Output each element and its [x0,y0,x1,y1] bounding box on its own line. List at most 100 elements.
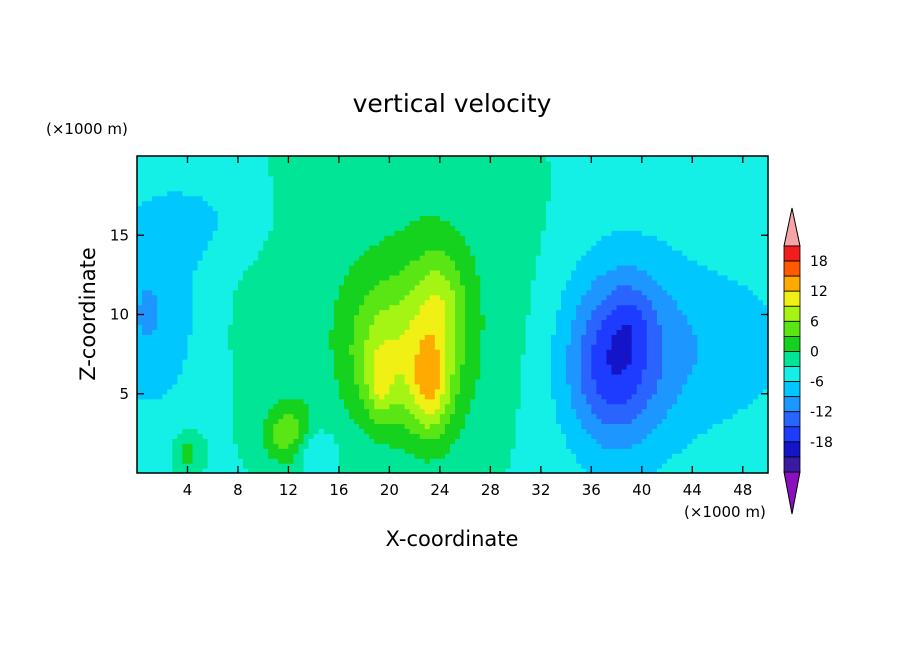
heatmap-cell [227,255,234,261]
heatmap-cell [222,250,229,256]
heatmap-cell [439,398,446,405]
heatmap-cell [268,220,274,226]
heatmap-cell [389,448,396,454]
heatmap-cell [500,245,507,251]
heatmap-cell [439,156,446,162]
heatmap-cell [338,260,345,266]
heatmap-cell [212,264,219,271]
heatmap-cell [399,210,406,217]
heatmap-cell [258,388,264,395]
heatmap-cell [152,383,158,390]
heatmap-cell [510,453,517,459]
heatmap-cell [157,165,163,172]
heatmap-cell [237,368,244,375]
heatmap-cell [142,368,148,375]
heatmap-cell [495,463,502,469]
heatmap-cell [162,274,168,281]
heatmap-cell [480,443,486,449]
heatmap-cell [364,319,370,326]
heatmap-cell [303,289,310,296]
heatmap-cell [364,408,370,415]
heatmap-cell [207,284,214,291]
heatmap-cell [298,438,305,444]
heatmap-cell [137,255,143,261]
heatmap-cell [500,255,507,261]
heatmap-cell [313,344,320,350]
heatmap-cell [343,339,350,345]
heatmap-cell [147,349,153,355]
heatmap-cell [207,156,214,162]
heatmap-cell [192,403,199,410]
heatmap-cell [394,230,401,236]
heatmap-cell [505,448,512,454]
heatmap-cell [490,190,497,197]
heatmap-cell [419,170,426,177]
heatmap-cell [283,388,290,395]
heatmap-cell [500,413,507,420]
heatmap-cell [253,438,259,444]
heatmap-cell [187,418,194,425]
heatmap-cell [217,299,224,306]
heatmap-cell [475,220,481,226]
heatmap-cell [278,408,284,415]
heatmap-cell [303,334,310,340]
heatmap-cell [167,463,173,469]
heatmap-cell [328,388,335,395]
heatmap-cell [394,383,401,390]
heatmap-cell [177,260,184,266]
heatmap-cell [187,319,194,326]
heatmap-cell [323,324,330,330]
heatmap-cell [429,264,436,271]
heatmap-cell [187,160,194,167]
heatmap-cell [449,225,456,231]
heatmap-cell [439,264,446,271]
heatmap-cell [424,368,431,375]
heatmap-cell [414,448,421,454]
heatmap-cell [192,453,199,459]
heatmap-cell [414,156,421,162]
heatmap-cell [323,240,330,246]
heatmap-cell [142,245,148,251]
heatmap-cell [374,294,380,301]
heatmap-cell [137,304,143,311]
heatmap-cell [399,200,406,207]
heatmap-cell [308,170,315,177]
heatmap-cell [359,220,365,226]
heatmap-cell [449,160,456,167]
heatmap-cell [374,250,380,256]
heatmap-cell [253,279,259,286]
heatmap-cell [424,403,431,410]
heatmap-cell [237,398,244,405]
heatmap-cell [232,210,239,217]
heatmap-cell [298,383,305,390]
heatmap-cell [455,378,461,385]
heatmap-cell [338,378,345,385]
heatmap-cell [399,245,406,251]
heatmap-cell [222,240,229,246]
heatmap-cell [283,294,290,301]
heatmap-cell [323,339,330,345]
heatmap-cell [303,354,310,360]
heatmap-cell [490,264,497,271]
heatmap-cell [172,359,178,365]
heatmap-cell [485,294,491,301]
heatmap-cell [237,269,244,276]
heatmap-cell [268,250,274,256]
heatmap-cell [167,359,173,365]
heatmap-cell [495,185,502,192]
heatmap-cell [369,359,375,365]
heatmap-cell [202,334,209,340]
heatmap-cell [384,250,390,256]
heatmap-cell [424,398,431,405]
heatmap-cell [202,289,209,296]
heatmap-cell [379,210,385,217]
heatmap-cell [212,383,219,390]
heatmap-cell [323,274,330,281]
heatmap-cell [349,235,355,241]
heatmap-cell [520,240,527,246]
heatmap-cell [167,349,173,355]
heatmap-cell [470,364,476,370]
heatmap-cell [212,433,219,439]
heatmap-cell [157,210,163,217]
heatmap-cell [137,448,143,454]
